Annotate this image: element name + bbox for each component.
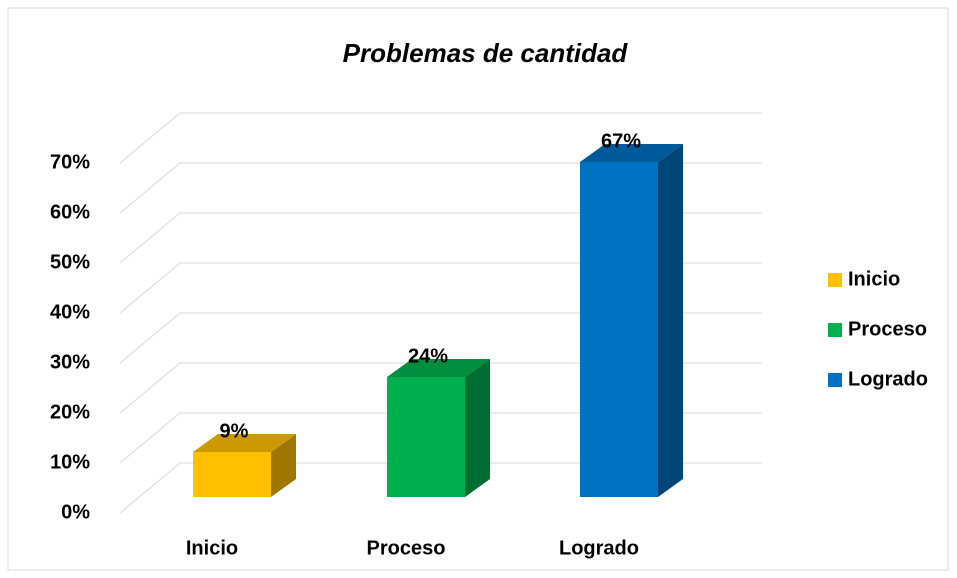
grid-line	[119, 112, 181, 164]
bar-side	[465, 359, 490, 497]
bar	[387, 377, 465, 497]
grid-line	[119, 162, 181, 214]
chart-title: Problemas de cantidad	[343, 38, 629, 68]
y-tick-label: 50%	[50, 251, 90, 273]
y-tick-label: 70%	[50, 151, 90, 173]
y-tick-label: 0%	[61, 501, 90, 523]
legend-label: Inicio	[848, 268, 900, 290]
bar-top	[580, 144, 683, 162]
data-label: 9%	[220, 420, 249, 442]
grid-line	[119, 212, 181, 264]
y-tick-label: 40%	[50, 301, 90, 323]
legend-swatch	[828, 323, 842, 337]
legend-label: Logrado	[848, 368, 928, 390]
legend-swatch	[828, 373, 842, 387]
y-tick-label: 20%	[50, 401, 90, 423]
x-tick-label: Logrado	[559, 537, 639, 559]
grid-line	[119, 462, 181, 514]
y-tick-label: 60%	[50, 201, 90, 223]
bar-side	[271, 434, 296, 497]
bar-top	[387, 359, 490, 377]
y-tick-label: 30%	[50, 351, 90, 373]
grid-line	[119, 312, 181, 364]
grid-line	[119, 362, 181, 414]
legend-label: Proceso	[848, 318, 927, 340]
bar	[193, 452, 271, 497]
grid-line	[119, 412, 181, 464]
bar-side	[658, 144, 683, 497]
grid-line	[119, 262, 181, 314]
legend-swatch	[828, 273, 842, 287]
x-tick-label: Proceso	[367, 537, 446, 559]
data-label: 67%	[601, 130, 641, 152]
x-tick-label: Inicio	[186, 537, 238, 559]
bar-top	[193, 434, 296, 452]
data-label: 24%	[408, 345, 448, 367]
bar	[580, 162, 658, 497]
y-tick-label: 10%	[50, 451, 90, 473]
